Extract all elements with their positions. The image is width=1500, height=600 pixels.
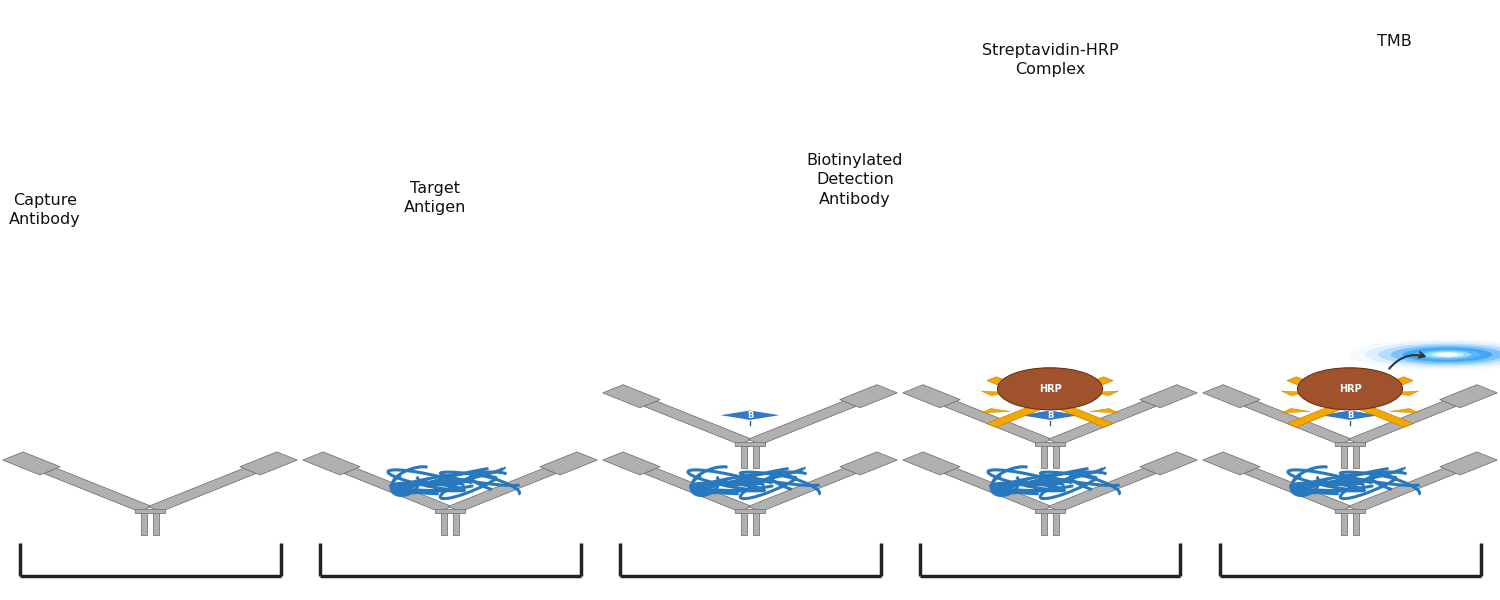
Polygon shape [1390,409,1419,413]
Polygon shape [1053,511,1059,535]
Polygon shape [1348,469,1456,512]
Bar [1035,442,1065,446]
Polygon shape [1348,401,1456,445]
Polygon shape [944,469,1052,512]
Text: HRP: HRP [1338,384,1362,394]
Polygon shape [448,469,556,512]
Polygon shape [240,452,297,475]
Bar [1335,509,1365,514]
Polygon shape [741,444,747,468]
Bar [1335,442,1365,446]
Polygon shape [944,401,1052,445]
Polygon shape [903,385,960,408]
Polygon shape [1140,385,1197,408]
Polygon shape [1287,377,1413,427]
Polygon shape [441,511,447,535]
Polygon shape [148,469,256,512]
Text: TMB: TMB [1377,34,1411,49]
Ellipse shape [1378,344,1500,365]
Polygon shape [987,377,1113,427]
Circle shape [1298,368,1402,410]
Polygon shape [1440,452,1497,475]
Polygon shape [3,452,60,475]
Text: A: A [1347,395,1353,405]
Text: Streptavidin-HRP
Complex: Streptavidin-HRP Complex [981,43,1119,77]
Polygon shape [1048,401,1156,445]
Polygon shape [1353,511,1359,535]
Text: Target
Antigen: Target Antigen [404,181,466,215]
Polygon shape [1244,469,1352,512]
Polygon shape [981,391,1010,395]
Text: B: B [1347,403,1353,412]
Ellipse shape [1414,349,1480,360]
Polygon shape [1140,452,1197,475]
Ellipse shape [1437,353,1458,356]
Polygon shape [987,377,1113,427]
Polygon shape [603,385,660,408]
Polygon shape [1341,511,1347,535]
Polygon shape [141,511,147,535]
Polygon shape [903,452,960,475]
Ellipse shape [1424,351,1472,358]
Text: A: A [1047,395,1053,405]
Bar [1035,509,1065,514]
Polygon shape [981,409,1010,413]
Polygon shape [717,410,783,421]
Polygon shape [840,385,897,408]
Polygon shape [1203,385,1260,408]
Polygon shape [748,401,856,445]
Text: Capture
Antibody: Capture Antibody [9,193,81,227]
Ellipse shape [1437,353,1460,356]
Polygon shape [753,444,759,468]
Circle shape [998,368,1102,410]
Polygon shape [748,469,856,512]
Bar [735,509,765,514]
Polygon shape [1017,410,1083,421]
Polygon shape [1440,385,1497,408]
Polygon shape [1287,377,1413,427]
Text: B: B [1047,410,1053,420]
Polygon shape [44,469,152,512]
Polygon shape [453,511,459,535]
Ellipse shape [1365,341,1500,368]
Ellipse shape [1402,347,1492,362]
Polygon shape [1048,469,1156,512]
Polygon shape [1317,410,1383,421]
Polygon shape [1041,444,1047,468]
Polygon shape [1053,444,1059,468]
Ellipse shape [1390,346,1500,364]
Polygon shape [1244,401,1352,445]
Polygon shape [1090,391,1119,395]
Bar [735,442,765,446]
Polygon shape [1353,444,1359,468]
Bar [135,509,165,514]
Polygon shape [1203,452,1260,475]
Polygon shape [1341,444,1347,468]
Polygon shape [303,452,360,475]
Bar [435,509,465,514]
Polygon shape [753,511,759,535]
Polygon shape [1281,391,1310,395]
Text: B: B [1047,403,1053,412]
Polygon shape [1281,409,1310,413]
Text: HRP: HRP [1038,384,1062,394]
Polygon shape [540,452,597,475]
Polygon shape [1390,391,1419,395]
Polygon shape [153,511,159,535]
Polygon shape [644,469,752,512]
Polygon shape [644,401,752,445]
Text: B: B [1347,410,1353,420]
Polygon shape [1041,511,1047,535]
Ellipse shape [1350,339,1500,370]
Polygon shape [603,452,660,475]
Polygon shape [741,511,747,535]
Text: Biotinylated
Detection
Antibody: Biotinylated Detection Antibody [807,152,903,208]
Polygon shape [840,452,897,475]
Polygon shape [1090,409,1119,413]
Polygon shape [344,469,452,512]
Text: B: B [747,410,753,420]
Ellipse shape [1431,352,1464,357]
